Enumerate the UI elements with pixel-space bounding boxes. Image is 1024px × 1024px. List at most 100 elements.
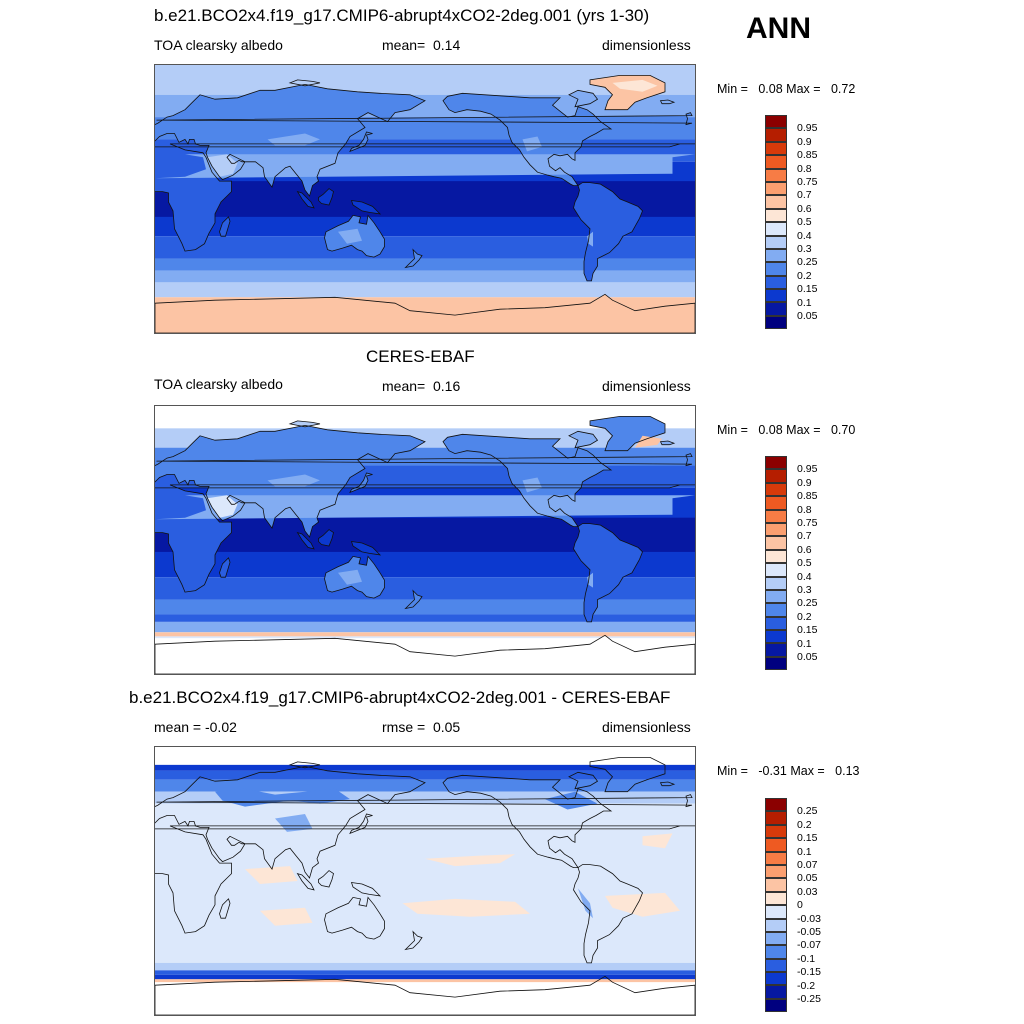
colorbar-tick-label: 0.05 [797,872,818,885]
coastline-newguinea [350,541,382,556]
colorbar-swatch [765,798,787,812]
colorbar-swatch [765,222,787,236]
coastline-antarctica [155,975,695,1015]
colorbar-tick-label: -0.07 [797,939,821,952]
colorbar-tick-label: -0.2 [797,979,816,992]
colorbar-tick-label: 0.8 [797,503,812,516]
colorbar-swatch [765,262,787,276]
colorbar-swatch [765,302,787,316]
coastline-antarctica [155,634,695,674]
panel-title: b.e21.BCO2x4.f19_g17.CMIP6-abrupt4xCO2-2… [129,688,671,707]
colorbar-tick-label: 0.7 [797,189,812,202]
min-max-label: Min = -0.31 Max = 0.13 [717,764,860,778]
rmse-value: 0.05 [432,719,461,735]
variable-label: TOA clearsky albedo [154,37,283,53]
colorbar-tick-label: 0.6 [797,543,812,556]
colorbar-tick-label: 0.75 [797,517,818,529]
max-value: 0.13 [835,764,860,778]
colorbar-tick-label: 0.07 [797,859,818,871]
colorbar-swatch [765,656,787,671]
min-max-label: Min = 0.08 Max = 0.72 [717,82,856,96]
colorbar-tick-label: 0.15 [797,624,818,637]
colorbar-swatch [765,891,787,906]
colorbar [765,115,787,330]
colorbar-swatch [765,945,787,959]
coastline-borneo [318,870,334,888]
coastline-nz [404,589,423,610]
colorbar-swatch [765,931,787,946]
coastlines [155,415,695,674]
coastline-samerica [573,523,643,623]
min-value: 0.08 [758,82,783,96]
colorbar-tick-label: 0.05 [797,651,818,663]
colorbar-swatch [765,181,787,196]
colorbar-swatch [765,958,787,973]
colorbar-swatch [765,589,787,604]
colorbar-swatch [765,482,787,497]
max-value: 0.70 [830,423,856,437]
colorbar-swatch [765,824,787,839]
colorbar-tick-label: 0.1 [797,296,812,309]
colorbar-swatch [765,811,787,825]
colorbar-tick-label: 0.85 [797,490,818,503]
colorbar-tick-label: 0.2 [797,269,812,282]
coastline-japan [349,131,373,153]
colorbar-swatch [765,168,787,182]
colorbar-swatch [765,576,787,590]
colorbar-swatch [765,208,787,223]
mean-label: mean= 0.14 [382,37,461,53]
coastline-uk [156,453,693,467]
coastline-eurasia [155,83,426,197]
colorbar-swatch [765,603,787,617]
coastline-japan [349,813,373,835]
units-label: dimensionless [602,37,691,53]
colorbar-swatch [765,141,787,156]
colorbar-tick-label: 0.1 [797,637,812,650]
albedo-map [155,406,695,674]
colorbar-tick-label: -0.03 [797,912,821,925]
colorbar-tick-label: 0.2 [797,818,812,831]
colorbar-swatch [765,115,787,129]
coastline-namerica [442,92,613,186]
coastline-baffin [568,89,599,108]
colorbar-swatch [765,155,787,169]
colorbar-tick-label: 0.25 [797,256,818,269]
coastline-africa [155,825,695,934]
colorbar-tick-label: 0.95 [797,122,818,135]
colorbar [765,456,787,671]
coastlines [155,74,695,333]
colorbar-swatch [765,195,787,209]
colorbar-swatch [765,878,787,892]
land-fill [155,75,695,333]
colorbar-tick-label: 0.05 [797,310,818,322]
colorbar [765,798,787,1013]
colorbar-swatch [765,275,787,290]
colorbar-swatch [765,128,787,142]
min-value: -0.31 [758,764,787,778]
coastline-africa [155,143,695,252]
coastline-uk [156,794,693,808]
colorbar-swatch [765,496,787,510]
mean-value: 0.16 [432,378,461,394]
variable-label: TOA clearsky albedo [154,376,283,392]
min-value: 0.08 [758,423,783,437]
colorbar-tick-label: 0.5 [797,216,812,229]
colorbar-swatch [765,536,787,550]
coastline-namerica [442,433,613,527]
panel-title: CERES-EBAF [366,347,475,366]
colorbar-tick-label: -0.25 [797,993,821,1005]
coastline-iceland [659,99,676,105]
coastline-baffin [568,430,599,449]
colorbar-swatch [765,456,787,470]
colorbar-tick-label: 0.6 [797,202,812,215]
mean-label: mean = -0.02 [154,719,237,735]
colorbar-tick-label: 0.15 [797,832,818,845]
colorbar-swatch [765,838,787,852]
coastline-australia [324,214,385,258]
map-plot-difference [154,746,696,1016]
coastline-greenland [589,74,666,111]
coastline-greenland [589,756,666,793]
coastline-australia [324,555,385,599]
map-plot-observations [154,405,696,675]
colorbar-tick-label: -0.1 [797,952,816,965]
